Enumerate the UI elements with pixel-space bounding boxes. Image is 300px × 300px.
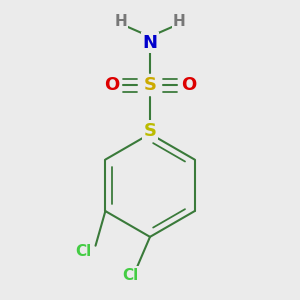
Text: H: H: [173, 14, 186, 29]
Text: O: O: [181, 76, 196, 94]
Text: Cl: Cl: [123, 268, 139, 283]
Text: O: O: [104, 76, 119, 94]
Text: S: S: [143, 122, 157, 140]
Text: H: H: [114, 14, 127, 29]
Text: N: N: [142, 34, 158, 52]
Text: S: S: [143, 76, 157, 94]
Text: Cl: Cl: [76, 244, 92, 259]
